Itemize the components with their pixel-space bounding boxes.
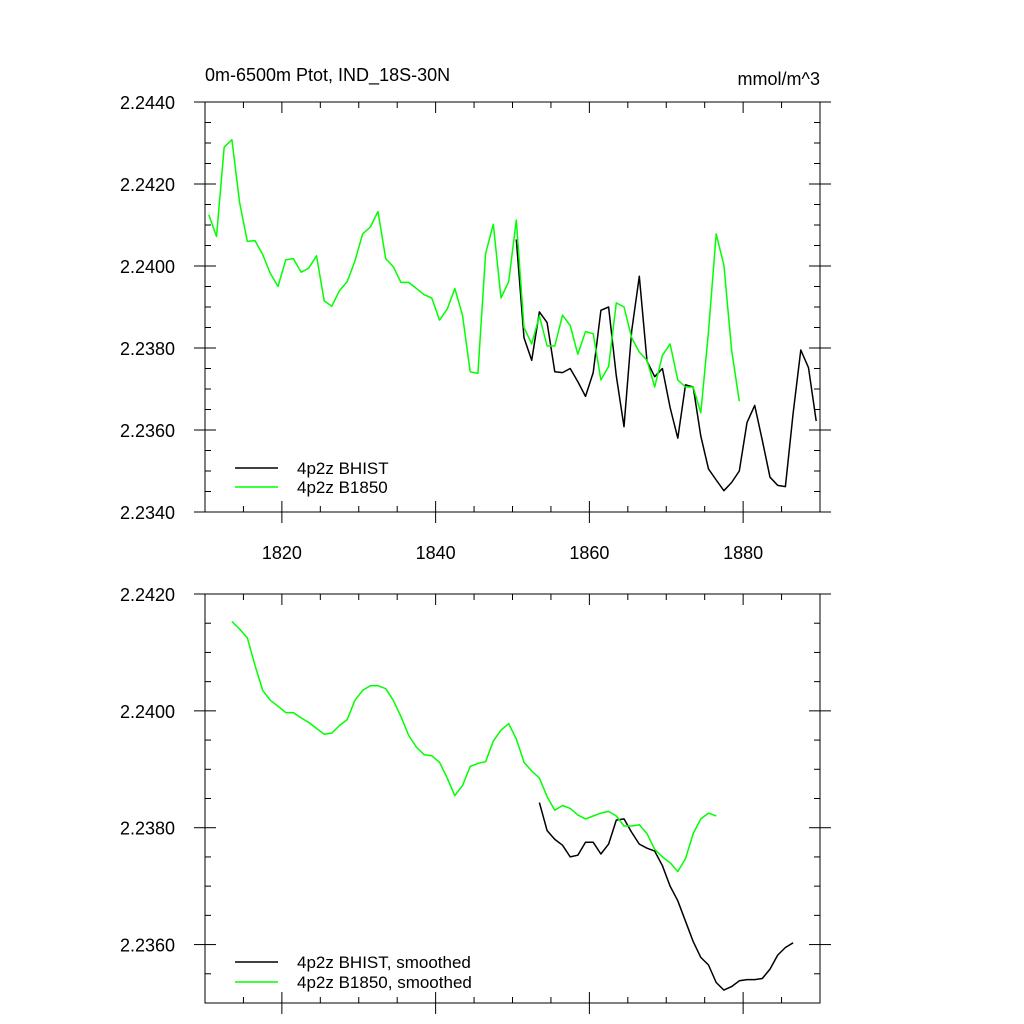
y-tick-label: 2.2420 [120, 175, 175, 195]
units-label: mmol/m^3 [738, 69, 820, 89]
legend-label: 4p2z BHIST, smoothed [297, 953, 471, 972]
series-line-1 [208, 138, 741, 414]
x-tick-label: 1860 [569, 543, 609, 563]
top-panel: 0m-6500m Ptot, IND_18S-30N mmol/m^3 1820… [120, 65, 831, 563]
plot-frame [204, 593, 821, 1004]
top-series-lines [208, 138, 817, 492]
bottom-series-lines [231, 620, 794, 991]
y-tick-label: 2.2340 [120, 503, 175, 523]
x-tick-label: 1820 [262, 543, 302, 563]
top-axes: 1820 1840 1860 1880 2.2340 2.2360 2.2380 2.2400… [120, 93, 831, 563]
y-tick-label: 2.2380 [120, 819, 175, 839]
x-tick-label: 1880 [723, 543, 763, 563]
legend-label: 4p2z B1850 [297, 478, 388, 497]
y-tick-label: 2.2440 [120, 93, 175, 113]
x-tick-label: 1840 [416, 543, 456, 563]
series-line-1 [231, 620, 717, 873]
chart-title: 0m-6500m Ptot, IND_18S-30N [205, 65, 450, 86]
y-tick-label: 2.2400 [120, 257, 175, 277]
legend-label: 4p2z B1850, smoothed [297, 973, 472, 992]
y-tick-label: 2.2360 [120, 421, 175, 441]
bottom-axes: 2.2360 2.2380 2.2400 2.2420 [120, 585, 831, 1014]
series-line-0 [538, 802, 794, 991]
legend-label: 4p2z BHIST [297, 459, 389, 478]
y-tick-label: 2.2420 [120, 585, 175, 605]
y-tick-label: 2.2360 [120, 936, 175, 956]
y-tick-label: 2.2400 [120, 702, 175, 722]
y-tick-label: 2.2380 [120, 339, 175, 359]
bottom-panel: 2.2360 2.2380 2.2400 2.2420 4p2z BHIST, smo… [120, 585, 831, 1014]
series-line-0 [515, 239, 817, 492]
